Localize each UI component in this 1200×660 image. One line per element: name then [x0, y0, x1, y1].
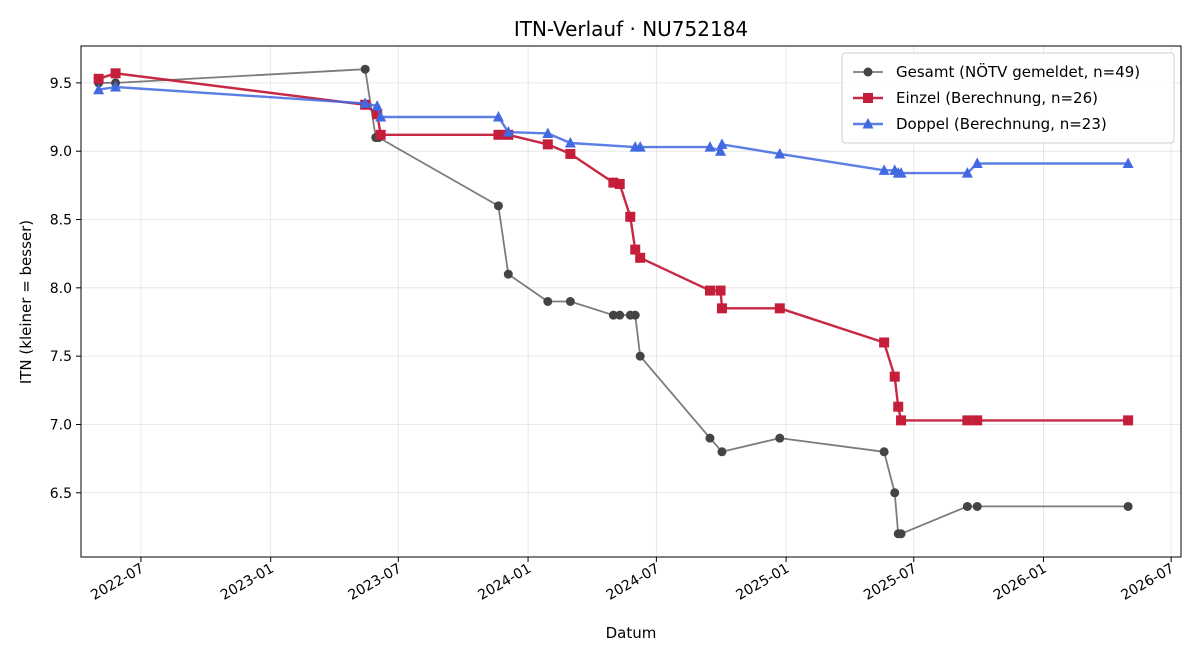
x-tick-label: 2025-01	[733, 561, 792, 604]
x-tick-label: 2023-01	[218, 561, 277, 604]
data-point	[110, 68, 121, 79]
data-point	[878, 164, 890, 175]
x-axis-label: Datum	[606, 624, 657, 642]
data-point	[774, 303, 785, 314]
data-point	[625, 211, 636, 222]
data-point	[110, 80, 122, 92]
data-point	[375, 129, 386, 140]
data-point	[879, 337, 890, 348]
data-point	[717, 447, 727, 457]
data-point	[371, 100, 383, 111]
series-layer	[93, 64, 1134, 539]
data-point	[503, 269, 513, 279]
x-tick-label: 2023-07	[346, 561, 405, 604]
legend-item: Doppel (Berechnung, n=23)	[853, 115, 1107, 133]
x-tick-label: 2022-07	[88, 561, 147, 604]
data-point	[375, 111, 387, 122]
legend-item: Gesamt (NÖTV gemeldet, n=49)	[853, 62, 1140, 81]
y-tick-label: 9.5	[50, 76, 72, 92]
data-point	[774, 147, 786, 159]
data-point	[543, 297, 553, 306]
data-point	[879, 447, 889, 457]
data-point	[608, 177, 619, 188]
data-point	[564, 137, 576, 148]
data-point	[716, 303, 727, 314]
y-tick-label: 6.5	[50, 486, 72, 502]
data-point	[492, 111, 504, 122]
data-point	[972, 501, 982, 511]
data-point	[705, 433, 715, 443]
y-tick-label: 8.0	[50, 281, 72, 297]
data-point	[542, 127, 554, 138]
data-point	[962, 501, 972, 511]
y-tick-label: 7.0	[50, 417, 72, 433]
data-point	[704, 141, 716, 152]
data-point	[493, 201, 503, 211]
x-tick-label: 2024-01	[475, 561, 534, 604]
data-point	[93, 83, 105, 95]
data-point	[635, 351, 645, 361]
y-tick-label: 8.5	[50, 213, 72, 229]
y-tick-label: 9.0	[50, 144, 72, 160]
y-axis: 6.5 7.0 7.5 8.0 8.5 9.0 9.5	[50, 76, 81, 502]
legend-item: Einzel (Berechnung, n=26)	[853, 89, 1098, 107]
data-point	[93, 73, 104, 84]
data-point	[896, 529, 906, 539]
data-point	[372, 109, 383, 120]
x-tick-label: 2026-07	[1118, 561, 1177, 604]
data-point	[1123, 501, 1133, 511]
data-point	[715, 145, 727, 156]
legend-marker	[863, 93, 873, 103]
legend-label: Gesamt (NÖTV gemeldet, n=49)	[896, 62, 1140, 81]
data-point	[895, 167, 907, 178]
data-point	[893, 401, 904, 412]
legend-marker	[863, 67, 873, 77]
data-point	[360, 64, 370, 74]
data-point	[630, 310, 640, 320]
y-axis-label: ITN (kleiner = besser)	[17, 220, 35, 384]
data-point	[615, 310, 625, 320]
data-point	[775, 433, 785, 443]
legend-label: Einzel (Berechnung, n=26)	[896, 89, 1098, 107]
plot-frame	[80, 45, 1182, 558]
data-point	[961, 167, 973, 178]
legend: Gesamt (NÖTV gemeldet, n=49) Einzel (Bere…	[841, 52, 1175, 144]
data-point	[1123, 415, 1134, 426]
x-tick-label: 2025-07	[861, 561, 920, 604]
data-point	[889, 371, 900, 382]
chart-title: ITN-Verlauf · NU752184	[514, 17, 748, 41]
data-point	[630, 244, 641, 255]
data-point	[608, 310, 618, 320]
x-axis: 2022-07 2023-01 2023-07 2024-01 2024-07 2025-…	[88, 557, 1177, 604]
data-point	[565, 297, 575, 306]
data-point	[890, 488, 900, 498]
data-point	[972, 415, 983, 426]
legend-box	[841, 52, 1175, 144]
data-point	[971, 157, 983, 169]
x-tick-label: 2024-07	[604, 561, 663, 604]
data-point	[715, 285, 726, 296]
x-tick-label: 2026-01	[991, 561, 1050, 604]
legend-marker	[862, 118, 874, 129]
data-point	[565, 148, 576, 159]
y-tick-label: 7.5	[50, 349, 72, 365]
data-point	[635, 252, 646, 263]
data-point	[1122, 157, 1134, 169]
data-point	[716, 138, 728, 149]
data-point	[359, 97, 371, 108]
data-point	[542, 139, 553, 150]
data-point	[896, 415, 907, 426]
data-point	[634, 141, 646, 152]
data-point	[962, 415, 973, 426]
data-point	[704, 285, 715, 296]
data-point	[493, 129, 504, 140]
series-triangle	[93, 80, 1134, 178]
data-point	[502, 126, 514, 137]
legend-label: Doppel (Berechnung, n=23)	[896, 115, 1107, 133]
data-point	[614, 178, 625, 189]
